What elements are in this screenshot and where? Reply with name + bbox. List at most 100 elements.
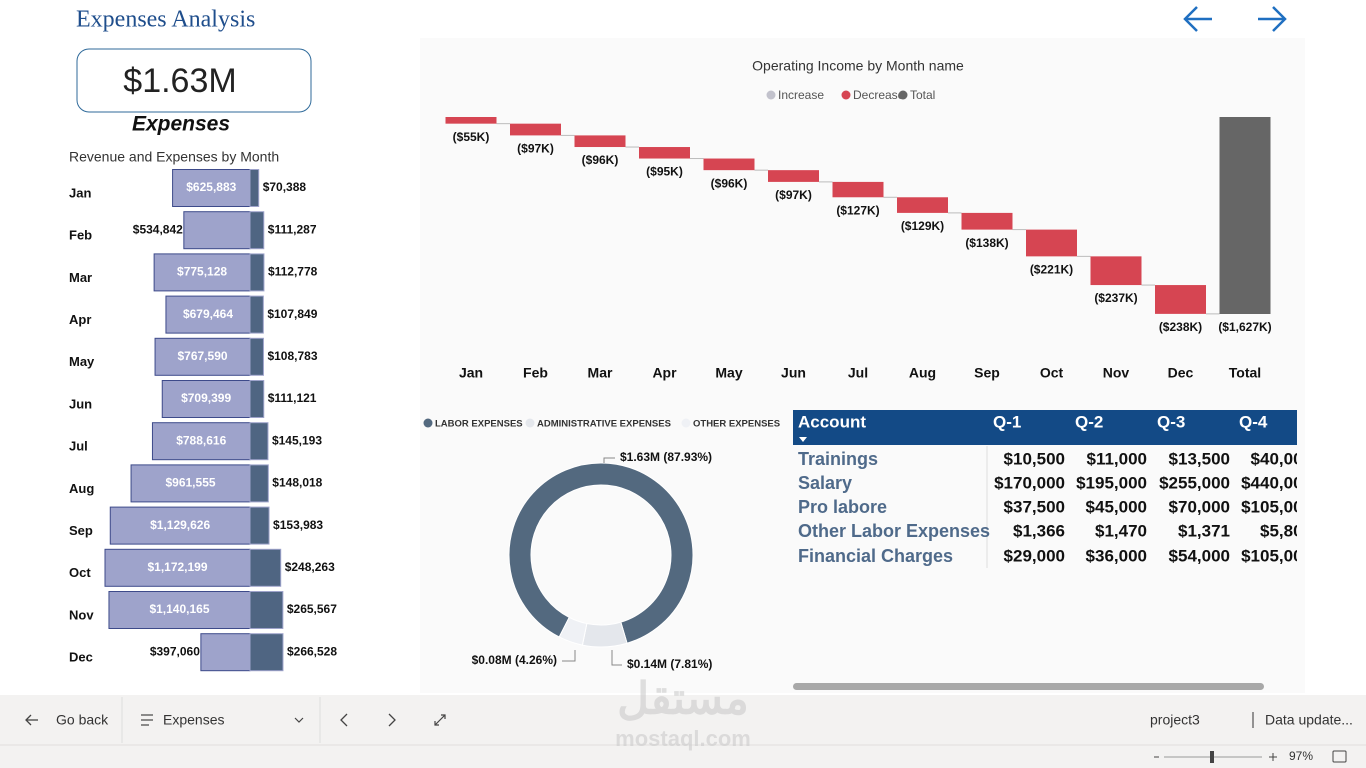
value-label: ($221K) [1030,263,1073,277]
fullscreen-button[interactable] [1332,750,1347,763]
bar [1090,256,1142,286]
chart-title: Operating Income by Month name [752,58,964,74]
bar [1219,117,1271,314]
value-label: $266,528 [287,644,337,658]
value-label: $767,590 [177,349,227,363]
bar [249,169,260,207]
cell: $29,000 [1004,546,1065,565]
bar [154,337,251,376]
legend-label: LABOR EXPENSES [435,419,523,430]
bar [249,211,265,250]
column-header: Q-4 [1239,412,1268,431]
value-label: $112,778 [268,265,318,279]
value-label: $1,172,199 [147,560,207,574]
cell: $1,470 [1095,521,1147,540]
row-label: Financial Charges [798,546,953,566]
page-name[interactable]: Expenses [163,712,224,728]
row-label: Pro labore [798,497,887,517]
table: Account Q-1 Q-2 Q-3 Q-4 Trainings $10,500 $11,0… [793,410,1312,568]
category-label: Aug [69,481,94,496]
value-label: $248,263 [285,560,335,574]
cell: $45,000 [1086,497,1147,516]
cell: $37,500 [1004,497,1065,516]
value-label: ($127K) [836,203,879,217]
nav-prev[interactable] [1183,6,1212,32]
scrollbar[interactable] [793,683,1264,690]
bar [172,169,251,207]
value-label: ($238K) [1159,320,1202,334]
bar [1026,229,1077,257]
value-label: $397,060 [150,644,200,658]
leader-line [611,650,622,666]
bar [961,212,1013,230]
table-header [793,410,1297,445]
next-page-button[interactable] [388,713,396,727]
data-status[interactable]: Data update... [1265,712,1353,728]
x-tick-label: Oct [1040,365,1064,381]
category-label: Jan [69,185,91,200]
bar [510,123,561,136]
value-label: ($129K) [901,219,944,233]
cell: $13,500 [1169,449,1230,468]
zoom-control[interactable] [1154,751,1277,763]
status-bar [0,745,1366,768]
cell: $1,371 [1178,521,1230,540]
x-tick-label: Total [1229,365,1261,381]
cell: $40,000 [1251,449,1312,468]
leader-line [562,650,576,662]
nav-next[interactable] [1258,6,1287,32]
watermark: mostaql.com [615,726,751,751]
x-tick-label: Jul [848,365,868,381]
value-label: $111,287 [268,222,317,236]
legend-marker [898,90,908,100]
legend-marker [525,418,535,428]
bar [151,422,251,461]
bar [249,253,265,292]
chart-title: Revenue and Expenses by Month [69,149,279,165]
value-label: $775,128 [177,265,227,279]
value-label: $111,121 [268,391,317,405]
legend-label: OTHER EXPENSES [693,419,780,430]
value-label: $625,883 [186,180,236,194]
value-label: $70,388 [263,180,307,194]
bar [832,181,884,198]
bar [161,380,251,418]
sort-icon[interactable] [799,437,807,442]
go-back-label[interactable]: Go back [56,712,109,728]
go-back-button[interactable]: Go back [25,712,109,728]
bar [249,337,264,376]
column-header: Q-2 [1075,412,1103,431]
bar [703,158,755,171]
value-label: $961,555 [165,476,215,490]
fit-button[interactable] [434,714,446,726]
x-tick-label: Aug [909,365,936,381]
cell: $170,000 [994,473,1065,492]
x-tick-label: Apr [652,365,677,381]
value-label: $709,399 [181,391,231,405]
page-selector[interactable]: Expenses [141,712,304,728]
category-label: Jul [69,439,88,454]
value-label: ($96K) [711,176,748,190]
legend-label: Total [910,88,935,102]
cell: $105,000 [1241,546,1312,565]
x-tick-label: Nov [1103,365,1130,381]
prev-page-button[interactable] [340,713,348,727]
bar [108,591,251,629]
bar [1155,285,1206,314]
legend-marker [841,90,851,100]
cell: $5,800 [1260,521,1312,540]
bar [249,591,284,629]
x-tick-label: Dec [1168,365,1194,381]
bar [249,464,269,503]
x-tick-label: Feb [523,365,548,381]
kpi-label: Expenses [132,113,230,136]
value-label: ($138K) [965,236,1008,250]
value-label: $679,464 [183,307,233,321]
value-label: $145,193 [272,433,322,447]
x-tick-label: Mar [588,365,613,381]
legend-marker [681,418,691,428]
x-tick-label: May [715,365,742,381]
legend-label: Decrease [853,88,905,102]
value-label: ($96K) [582,153,619,167]
